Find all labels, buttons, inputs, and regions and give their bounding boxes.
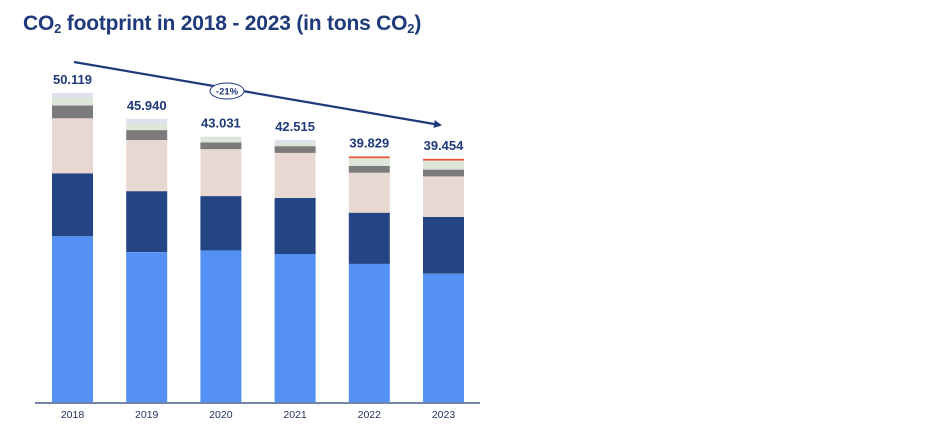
bar-segment-2018-segment-1 <box>52 236 93 402</box>
trend-label: -21% <box>216 87 239 98</box>
bar-segment-2022-segment-7 <box>348 156 390 159</box>
chart-title: CO2 footprint in 2018 - 2023 (in tons CO… <box>23 12 421 36</box>
bar-segment-2020-segment-5 <box>200 136 242 143</box>
x-tick-label: 2018 <box>61 409 85 421</box>
total-label: 42.515 <box>275 119 315 134</box>
bar-segment-2021-segment-6 <box>274 139 316 143</box>
bar-segment-2020-segment-1 <box>200 250 242 402</box>
title-subscript: 2 <box>407 21 415 36</box>
total-label: 45.940 <box>127 98 167 113</box>
bar-segment-2023-segment-5 <box>423 160 464 170</box>
bar-segment-2020-segment-4 <box>200 142 242 150</box>
bar-segment-2018-segment-2 <box>52 173 93 237</box>
x-tick-label: 2022 <box>358 409 382 421</box>
bars-group <box>52 93 464 402</box>
title-text-suffix: ) <box>414 12 422 35</box>
bar-segment-2021-segment-1 <box>274 254 316 402</box>
x-tick-label: 2023 <box>432 409 456 421</box>
bar-segment-2021-segment-3 <box>274 152 316 198</box>
bar-segment-2023-segment-1 <box>423 273 464 402</box>
x-tick-label: 2019 <box>135 409 159 421</box>
bar-segment-2018-segment-3 <box>52 118 93 174</box>
bar-segment-2018-segment-5 <box>52 97 93 106</box>
bar-segment-2020-segment-2 <box>200 196 242 251</box>
total-label: 39.829 <box>349 135 389 150</box>
x-tick-label: 2021 <box>283 409 307 421</box>
bar-segment-2019-segment-4 <box>126 130 168 140</box>
bar-segment-2018-segment-6 <box>52 93 93 98</box>
bar-segment-2023-segment-3 <box>423 176 464 217</box>
bar-segment-2023-segment-7 <box>423 158 464 161</box>
bar-segment-2023-segment-4 <box>423 169 464 177</box>
bar-segment-2021-segment-4 <box>274 146 316 153</box>
bar-segment-2018-segment-4 <box>52 105 93 119</box>
bar-segment-2022-segment-3 <box>348 172 390 213</box>
bar-segment-2022-segment-4 <box>348 165 390 173</box>
total-labels: 50.119 45.940 43.031 42.515 39.829 39.454 <box>53 72 464 153</box>
bar-segment-2020-segment-3 <box>200 149 242 197</box>
bar-segment-2021-segment-5 <box>274 143 316 147</box>
total-label: 39.454 <box>424 138 465 153</box>
total-label: 50.119 <box>53 72 92 87</box>
total-label: 43.031 <box>201 116 241 131</box>
bar-segment-2019-segment-2 <box>126 191 168 253</box>
bar-segment-2022-segment-1 <box>348 263 390 402</box>
bar-segment-2019-segment-1 <box>126 252 168 402</box>
bar-segment-2022-segment-2 <box>348 212 390 264</box>
x-tick-labels: 2018 2019 2020 2021 2022 2023 <box>61 409 456 421</box>
x-tick-label: 2020 <box>209 409 233 421</box>
bar-segment-2019-segment-5 <box>126 123 168 131</box>
trend-arrow <box>73 60 442 128</box>
title-text-co: CO <box>23 12 55 35</box>
trend-label-oval <box>209 82 245 100</box>
bar-segment-2019-segment-3 <box>126 140 168 192</box>
bar-segment-2023-segment-2 <box>423 217 464 274</box>
bar-segment-2022-segment-5 <box>348 158 390 166</box>
trend-annotation: -21% <box>73 60 442 128</box>
bar-segment-2019-segment-6 <box>126 118 168 124</box>
title-subscript: 2 <box>54 21 62 36</box>
title-text-middle: footprint in 2018 - 2023 (in tons CO <box>61 12 408 35</box>
bar-segment-2021-segment-2 <box>274 197 316 254</box>
